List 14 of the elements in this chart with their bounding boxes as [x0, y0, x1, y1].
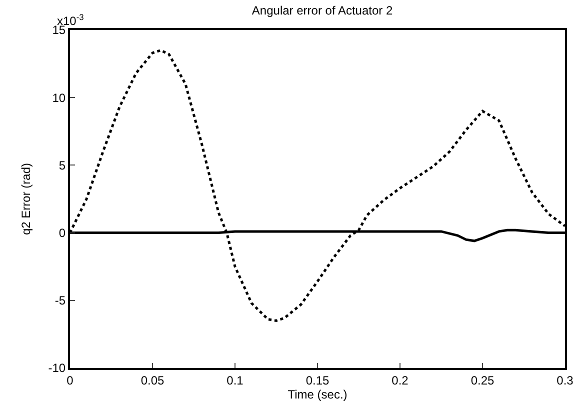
y-tick-label: 0 — [58, 226, 66, 240]
x-axis-title: Time (sec.) — [288, 387, 348, 402]
x-tick-label: 0.15 — [306, 373, 330, 388]
x-tick-label: 0.25 — [470, 373, 494, 388]
y-tick-label: 5 — [58, 158, 66, 172]
y-tick-label: -5 — [54, 294, 66, 308]
y-tick-label: -10 — [48, 361, 66, 376]
y-axis-title: q2 Error (rad) — [19, 162, 34, 236]
y-tick-label: 10 — [52, 90, 66, 105]
x-tick-label: 0.2 — [392, 373, 409, 388]
x-tick-label: 0.3 — [556, 373, 574, 388]
x-tick-label: 0.1 — [226, 373, 244, 388]
x-tick-label: 0.05 — [140, 373, 164, 388]
chart-title: Angular error of Actuator 2 — [252, 4, 393, 18]
